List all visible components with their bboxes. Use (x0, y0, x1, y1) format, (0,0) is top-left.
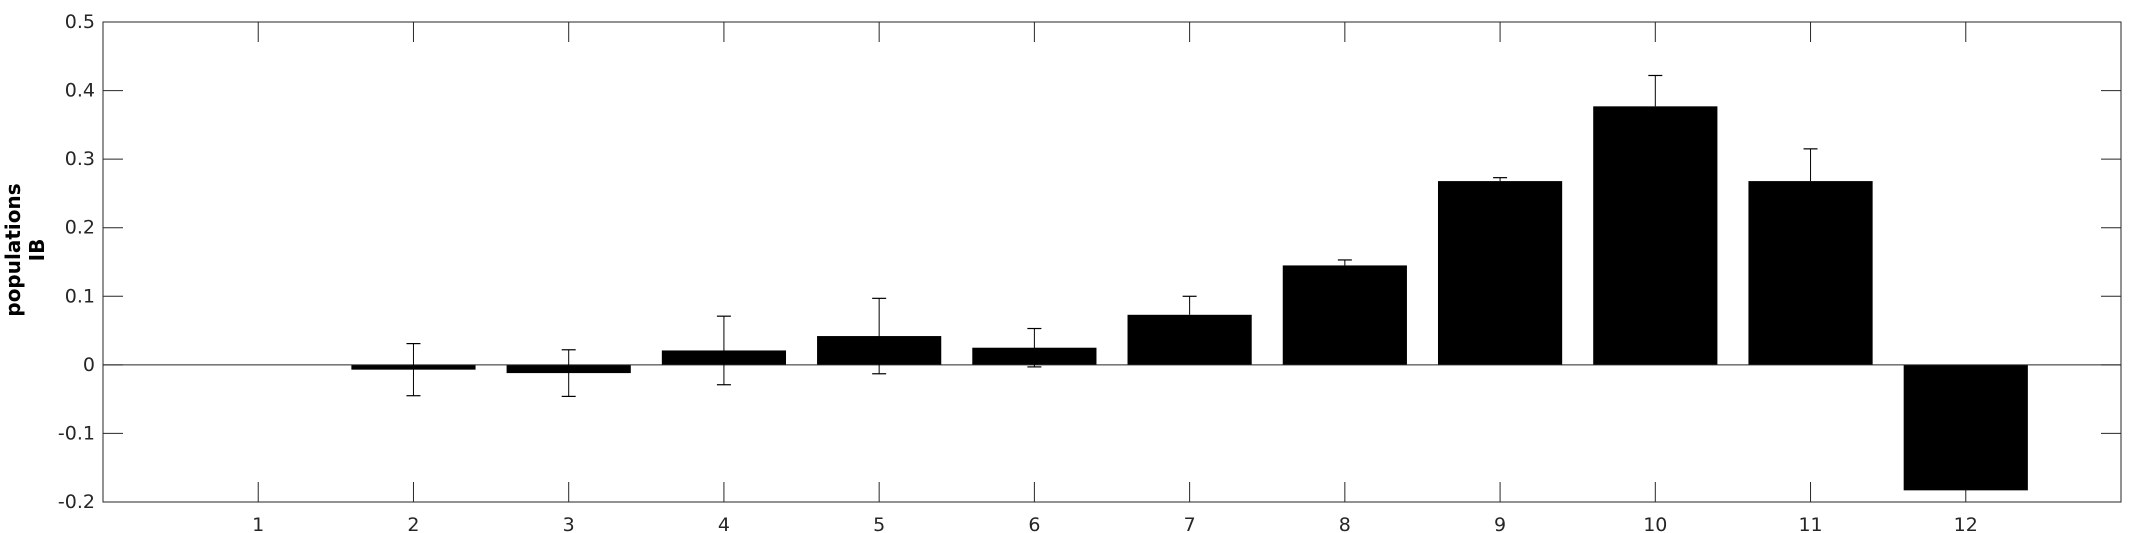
y-tick-label: 0.4 (65, 80, 95, 102)
y-tick-label: 0.3 (65, 148, 95, 170)
y-tick-label: 0.5 (65, 11, 95, 33)
x-tick-label: 8 (1339, 514, 1351, 533)
x-tick-label: 10 (1643, 514, 1667, 533)
x-tick-label: 4 (718, 514, 730, 533)
y-tick-label: -0.2 (58, 491, 95, 513)
x-tick-label: 11 (1798, 514, 1822, 533)
y-axis-label-line-1: populations (1, 183, 25, 316)
y-axis-label-line-2: IB (25, 239, 49, 262)
x-tick-label: 2 (407, 514, 419, 533)
plot-area: -0.2-0.100.10.20.30.40.51 2 3 4 5 6 7 8 9 10 11 12 (58, 11, 2122, 533)
x-tick-label: 6 (1028, 514, 1040, 533)
bar (1903, 364, 2028, 491)
x-tick-label: 7 (1184, 514, 1196, 533)
bar (1593, 106, 1718, 365)
bar (1748, 181, 1873, 365)
y-tick-label: -0.1 (58, 422, 95, 444)
y-tick-label: 0.1 (65, 285, 95, 307)
y-axis-label: populations IB (1, 183, 49, 316)
x-tick-label: 12 (1954, 514, 1978, 533)
x-tick-label: 9 (1494, 514, 1506, 533)
bar (1282, 265, 1407, 365)
bar (1437, 181, 1563, 365)
plot-frame (102, 21, 2122, 503)
y-tick-label: 0.2 (65, 217, 95, 239)
bar (1127, 314, 1252, 365)
x-tick-label: 1 (252, 514, 264, 533)
x-tick-label: 5 (873, 514, 885, 533)
y-tick-label: 0 (83, 354, 95, 376)
x-tick-label: 3 (563, 514, 575, 533)
